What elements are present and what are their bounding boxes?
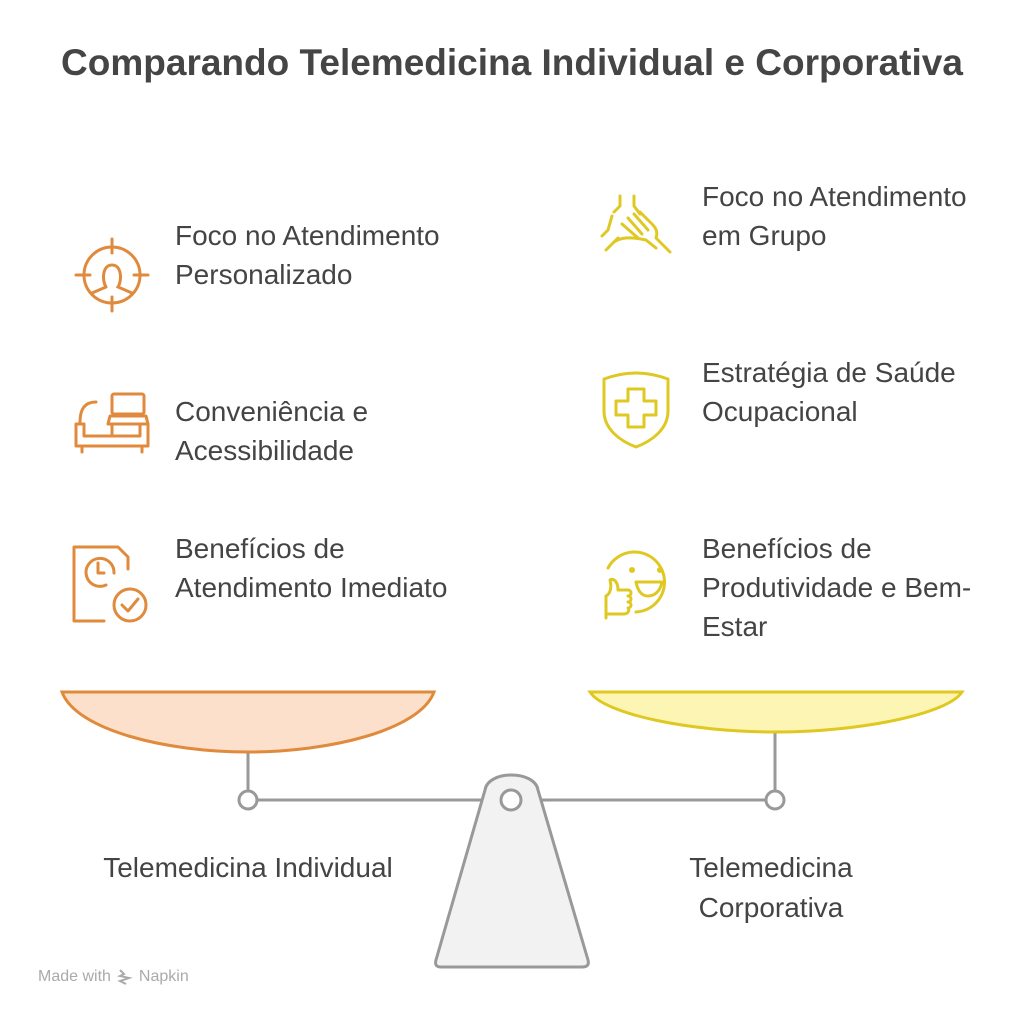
napkin-brand: Napkin <box>138 968 189 985</box>
left-pan <box>59 690 437 754</box>
made-with-text: Made with <box>38 968 111 985</box>
hands-together-icon <box>598 194 678 274</box>
page-title: Comparando Telemedicina Individual e Cor… <box>61 42 963 83</box>
fulcrum <box>434 773 590 969</box>
item-atendimento-imediato: Benefícios de Atendimento Imediato <box>175 533 448 603</box>
right-pan <box>587 690 965 734</box>
item-foco-personalizado: Foco no Atendimento Personalizado <box>175 220 440 290</box>
item-saude-ocupacional: Estratégia de Saúde Ocupacional <box>702 357 956 427</box>
target-person-icon <box>72 235 152 315</box>
left-pivot <box>237 789 259 811</box>
item-produtividade: Benefícios de Produtividade e Bem-Estar <box>702 533 972 642</box>
item-conveniencia: Conveniência e Acessibilidade <box>175 396 369 466</box>
sofa-laptop-icon <box>72 390 152 470</box>
smiley-thumbs-up-icon <box>598 544 678 624</box>
napkin-logo-icon <box>116 969 133 985</box>
shield-cross-icon <box>598 369 678 449</box>
right-side-label: Telemedicina Corporativa <box>689 852 853 923</box>
document-clock-check-icon <box>70 543 150 623</box>
left-side-label: Telemedicina Individual <box>103 852 393 883</box>
center-pivot <box>499 788 523 812</box>
item-foco-grupo: Foco no Atendimento em Grupo <box>702 181 967 251</box>
right-pivot <box>764 789 786 811</box>
footer-watermark: Made with Napkin <box>38 968 189 986</box>
